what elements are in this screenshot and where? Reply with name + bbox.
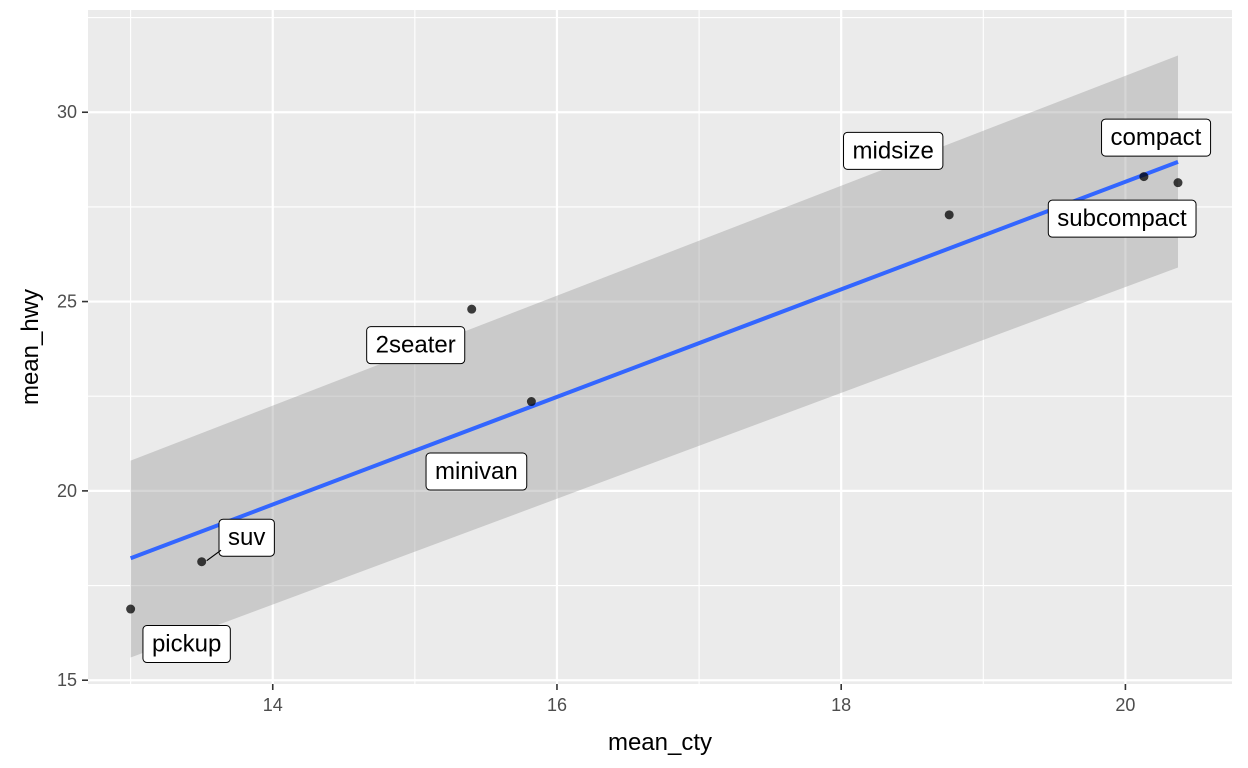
label-box: [218, 518, 275, 557]
y-axis-title: mean_hwy: [17, 289, 44, 405]
x-tick-label: 14: [263, 695, 283, 715]
label-box: [366, 326, 466, 365]
label-text: subcompact: [1057, 205, 1187, 232]
point-label-midsize: midsize: [843, 131, 944, 170]
confidence-band: [130, 55, 1178, 658]
data-point-minivan: [526, 397, 536, 407]
data-point-compact: [1139, 172, 1149, 182]
label-text: pickup: [152, 631, 221, 658]
point-label-suv: suv: [206, 518, 275, 562]
data-point-2seater: [467, 304, 477, 314]
label-text: compact: [1111, 124, 1202, 151]
x-tick-label: 16: [547, 695, 567, 715]
y-tick-label: 20: [57, 481, 77, 501]
point-label-pickup: pickup: [142, 625, 231, 664]
data-point-pickup: [126, 604, 136, 614]
fit-line-layer: [129, 159, 1179, 561]
fit-line: [129, 159, 1179, 561]
y-tick-label: 15: [57, 670, 77, 690]
point-labels-layer: 2seater compact midsize minivan pickup subcom…: [142, 118, 1212, 664]
x-tick-label: 18: [831, 695, 851, 715]
label-text: 2seater: [376, 332, 456, 359]
label-box: [843, 131, 944, 170]
label-segment: [206, 549, 222, 562]
points-layer: [126, 172, 1183, 614]
confidence-band-layer: [130, 55, 1178, 658]
x-axis-title: mean_cty: [608, 729, 712, 756]
label-box: [1047, 199, 1197, 238]
label-text: midsize: [853, 137, 934, 164]
point-label-minivan: minivan: [425, 452, 528, 491]
y-tick-label: 25: [57, 292, 77, 312]
panel-background: [88, 10, 1232, 684]
label-box: [425, 452, 528, 491]
data-point-midsize: [944, 210, 954, 220]
label-box: [142, 625, 231, 664]
x-tick-label: 20: [1115, 695, 1135, 715]
x-axis-ticks: 14 16 18 20: [263, 684, 1135, 715]
label-text: suv: [228, 524, 265, 551]
point-label-subcompact: subcompact: [1047, 199, 1197, 238]
label-box: [1101, 118, 1212, 157]
y-axis-ticks: 15 20 25 30: [57, 102, 88, 690]
data-point-suv: [197, 557, 207, 567]
y-tick-label: 30: [57, 102, 77, 122]
major-gridlines: [88, 10, 1232, 684]
point-label-compact: compact: [1101, 118, 1212, 157]
data-point-subcompact: [1173, 178, 1183, 188]
point-label-2seater: 2seater: [366, 326, 466, 365]
label-text: minivan: [435, 458, 518, 485]
